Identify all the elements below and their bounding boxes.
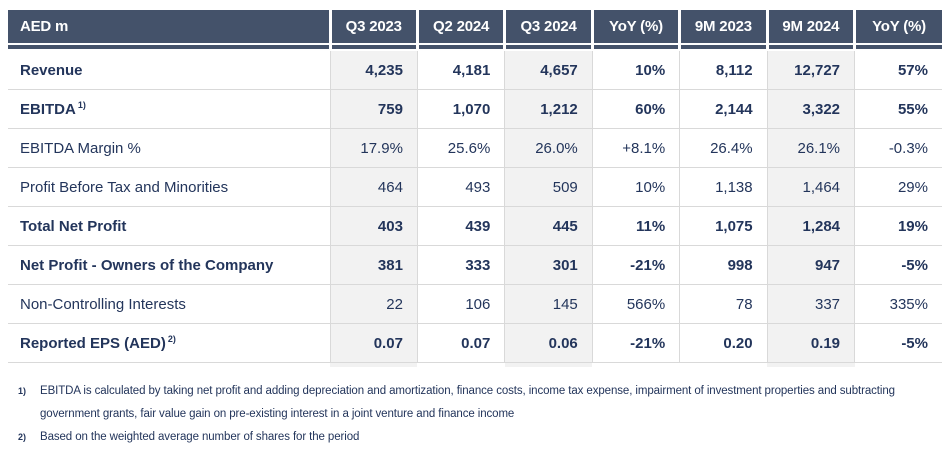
row-label: EBITDA 1) bbox=[8, 89, 330, 129]
value-cell: 2,144 bbox=[679, 89, 768, 129]
header-cell-9m-2024: 9M 2024 bbox=[767, 10, 857, 44]
row-label: Non-Controlling Interests bbox=[8, 284, 330, 324]
table-row-ebitda-margin: EBITDA Margin % 17.9% 25.6% 26.0% +8.1% … bbox=[8, 128, 942, 168]
value-cell: 10% bbox=[591, 167, 680, 207]
value-cell: -5% bbox=[854, 245, 942, 285]
footnote-ref-1: 1) bbox=[77, 100, 86, 110]
value-cell: 106 bbox=[416, 284, 505, 324]
value-cell: 25.6% bbox=[416, 128, 505, 168]
table-header-row: AED m Q3 2023 Q2 2024 Q3 2024 YoY (%) 9M… bbox=[8, 10, 942, 44]
header-underline-strip bbox=[8, 43, 942, 51]
value-cell: -21% bbox=[591, 245, 680, 285]
value-cell: -0.3% bbox=[854, 128, 942, 168]
value-cell: 4,235 bbox=[329, 49, 418, 90]
footnote-2: 2) Based on the weighted average number … bbox=[18, 426, 942, 449]
value-cell: +8.1% bbox=[591, 128, 680, 168]
header-cell-metric: AED m bbox=[8, 10, 332, 44]
value-cell: 337 bbox=[766, 284, 855, 324]
value-cell: 1,284 bbox=[766, 206, 855, 246]
value-cell: 4,657 bbox=[504, 49, 593, 90]
footnotes: 1) EBITDA is calculated by taking net pr… bbox=[18, 380, 942, 449]
value-cell: 57% bbox=[854, 49, 942, 90]
value-cell: 0.19 bbox=[766, 323, 855, 363]
value-cell: 26.1% bbox=[766, 128, 855, 168]
table-row-profit-before-tax: Profit Before Tax and Minorities 464 493… bbox=[8, 167, 942, 207]
value-cell: 12,727 bbox=[766, 49, 855, 90]
value-cell: 464 bbox=[329, 167, 418, 207]
header-cell-9m-2023: 9M 2023 bbox=[679, 10, 769, 44]
footnote-2-text: Based on the weighted average number of … bbox=[40, 431, 360, 443]
row-label: EBITDA Margin % bbox=[8, 128, 330, 168]
value-cell: 381 bbox=[329, 245, 418, 285]
header-cell-yoy-9m: YoY (%) bbox=[854, 10, 942, 44]
value-cell: 1,212 bbox=[504, 89, 593, 129]
value-cell: 22 bbox=[329, 284, 418, 324]
header-cell-q3-2024: Q3 2024 bbox=[504, 10, 594, 44]
value-cell: 17.9% bbox=[329, 128, 418, 168]
value-cell: 0.20 bbox=[679, 323, 768, 363]
value-cell: 333 bbox=[416, 245, 505, 285]
value-cell: 55% bbox=[854, 89, 942, 129]
value-cell: 60% bbox=[591, 89, 680, 129]
table-row-revenue: Revenue 4,235 4,181 4,657 10% 8,112 12,7… bbox=[8, 49, 942, 90]
value-cell: 301 bbox=[504, 245, 593, 285]
financial-results-table: AED m Q3 2023 Q2 2024 Q3 2024 YoY (%) 9M… bbox=[8, 10, 942, 367]
footnote-1: 1) EBITDA is calculated by taking net pr… bbox=[18, 380, 942, 426]
value-cell: 29% bbox=[854, 167, 942, 207]
value-cell: 8,112 bbox=[679, 49, 768, 90]
value-cell: 403 bbox=[329, 206, 418, 246]
value-cell: 493 bbox=[416, 167, 505, 207]
table-row-total-net-profit: Total Net Profit 403 439 445 11% 1,075 1… bbox=[8, 206, 942, 246]
value-cell: 145 bbox=[504, 284, 593, 324]
value-cell: -5% bbox=[854, 323, 942, 363]
row-label: Total Net Profit bbox=[8, 206, 330, 246]
value-cell: 0.07 bbox=[329, 323, 418, 363]
value-cell: 11% bbox=[591, 206, 680, 246]
row-label: Net Profit - Owners of the Company bbox=[8, 245, 330, 285]
value-cell: 1,070 bbox=[416, 89, 505, 129]
header-cell-q2-2024: Q2 2024 bbox=[417, 10, 507, 44]
value-cell: 439 bbox=[416, 206, 505, 246]
footnote-1-marker: 1) bbox=[18, 386, 27, 396]
row-label: Reported EPS (AED) 2) bbox=[8, 323, 330, 363]
value-cell: 10% bbox=[591, 49, 680, 90]
value-cell: 509 bbox=[504, 167, 593, 207]
footnote-2-marker: 2) bbox=[18, 432, 27, 442]
value-cell: 759 bbox=[329, 89, 418, 129]
row-label: Revenue bbox=[8, 49, 330, 90]
value-cell: 335% bbox=[854, 284, 942, 324]
value-cell: 26.4% bbox=[679, 128, 768, 168]
header-cell-yoy-quarter: YoY (%) bbox=[592, 10, 682, 44]
value-cell: 998 bbox=[679, 245, 768, 285]
footnote-ref-2: 2) bbox=[167, 334, 176, 344]
value-cell: 947 bbox=[766, 245, 855, 285]
value-cell: 3,322 bbox=[766, 89, 855, 129]
value-cell: 1,464 bbox=[766, 167, 855, 207]
value-cell: 78 bbox=[679, 284, 768, 324]
value-cell: 4,181 bbox=[416, 49, 505, 90]
value-cell: -21% bbox=[591, 323, 680, 363]
value-cell: 26.0% bbox=[504, 128, 593, 168]
header-cell-q3-2023: Q3 2023 bbox=[330, 10, 419, 44]
row-label: Profit Before Tax and Minorities bbox=[8, 167, 330, 207]
value-cell: 566% bbox=[591, 284, 680, 324]
table-bottom-stub bbox=[8, 362, 942, 367]
table-row-non-controlling-interests: Non-Controlling Interests 22 106 145 566… bbox=[8, 284, 942, 324]
value-cell: 1,075 bbox=[679, 206, 768, 246]
table-row-ebitda: EBITDA 1) 759 1,070 1,212 60% 2,144 3,322… bbox=[8, 89, 942, 129]
value-cell: 0.07 bbox=[416, 323, 505, 363]
value-cell: 1,138 bbox=[679, 167, 768, 207]
value-cell: 445 bbox=[504, 206, 593, 246]
footnote-1-text: EBITDA is calculated by taking net profi… bbox=[40, 385, 895, 420]
table-row-reported-eps: Reported EPS (AED) 2) 0.07 0.07 0.06 -21%… bbox=[8, 323, 942, 363]
value-cell: 19% bbox=[854, 206, 942, 246]
table-row-net-profit-owners: Net Profit - Owners of the Company 381 3… bbox=[8, 245, 942, 285]
value-cell: 0.06 bbox=[504, 323, 593, 363]
